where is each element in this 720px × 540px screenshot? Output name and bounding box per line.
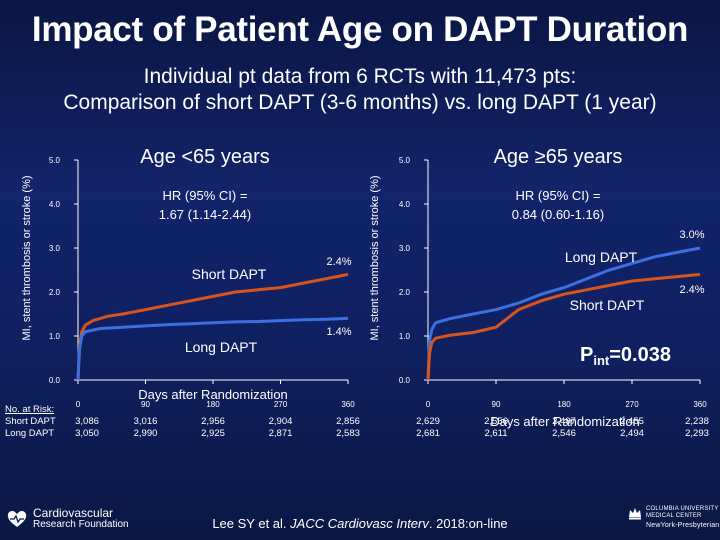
left-short-end-label: 2.4% (326, 256, 351, 268)
at-risk-header: No. at Risk: (5, 404, 55, 415)
p-interaction: Pint=0.038 (580, 344, 671, 368)
left-long-dapt-line (76, 316, 349, 381)
right-x-tick-label: 0 (426, 400, 431, 409)
right-long-dapt-line (426, 246, 701, 381)
right-x-ticks: 0 90 180 270 360 (426, 380, 707, 409)
left-hr-line-1: HR (95% CI) = (163, 188, 248, 203)
left-at-risk-value: 2,856 (336, 416, 360, 427)
columbia-logo-line-2: MEDICAL CENTER (646, 513, 702, 519)
crown-icon (629, 508, 641, 520)
left-at-risk-value: 2,990 (133, 428, 158, 439)
citation-authors: Lee SY et al. (212, 516, 291, 531)
right-at-risk-value: 2,455 (620, 416, 644, 427)
right-y-tick-label: 0.0 (399, 376, 411, 385)
right-panel-title: Age ≥65 years (494, 146, 623, 168)
right-short-dapt-line (426, 272, 701, 381)
left-y-tick-label: 4.0 (49, 200, 61, 209)
right-at-risk-value: 2,629 (416, 416, 440, 427)
left-y-axis-label: MI, stent thrombosis or stroke (%) (21, 175, 33, 340)
left-x-tick-label: 360 (341, 400, 355, 409)
left-hr-line-2: 1.67 (1.14-2.44) (159, 207, 252, 222)
left-x-tick-label: 90 (141, 400, 150, 409)
right-at-risk-value: 2,611 (484, 428, 508, 439)
crf-logo-line-1: Cardiovascular (33, 506, 114, 520)
right-short-dapt-label: Short DAPT (570, 297, 645, 313)
crf-logo-line-2: Research Foundation (33, 519, 129, 530)
left-long-end-label: 1.4% (326, 326, 351, 338)
right-at-risk-value: 2,681 (416, 428, 440, 439)
right-x-tick-label: 180 (557, 400, 571, 409)
p-interaction-p: P (580, 344, 593, 366)
subtitle-line-2: Comparison of short DAPT (3-6 months) vs… (63, 91, 657, 114)
columbia-logo: COLUMBIA UNIVERSITY MEDICAL CENTER NewYo… (628, 506, 719, 529)
right-at-risk-value: 2,293 (685, 428, 709, 439)
slide-title: Impact of Patient Age on DAPT Duration (31, 10, 689, 49)
left-at-risk-value: 2,904 (268, 416, 293, 427)
right-long-dapt-label: Long DAPT (565, 249, 638, 265)
left-x-tick-label: 0 (76, 400, 81, 409)
right-x-tick-label: 270 (625, 400, 639, 409)
right-y-tick-label: 5.0 (399, 156, 411, 165)
right-at-risk-value: 2,494 (620, 428, 644, 439)
right-y-axis-label: MI, stent thrombosis or stroke (%) (369, 175, 381, 340)
at-risk-row-long-label: Long DAPT (5, 428, 55, 439)
left-at-risk-value: 3,016 (133, 416, 158, 427)
p-interaction-sub: int (593, 353, 610, 368)
right-long-end-label: 3.0% (679, 229, 704, 241)
left-x-ticks: 0 90 180 270 360 (76, 380, 355, 409)
columbia-logo-line-3: NewYork-Presbyterian (646, 522, 720, 529)
right-x-tick-label: 360 (693, 400, 707, 409)
right-x-axis-label: Days after Randomization (490, 414, 640, 429)
right-y-tick-label: 1.0 (399, 332, 411, 341)
columbia-logo-line-1: COLUMBIA UNIVERSITY (646, 506, 719, 512)
left-x-axis-label: Days after Randomization (138, 387, 288, 402)
left-panel: MI, stent thrombosis or stroke (%) 0.0 1.… (21, 146, 355, 409)
right-at-risk-value: 2,556 (484, 416, 508, 427)
right-short-end-label: 2.4% (679, 284, 704, 296)
right-x-tick-label: 90 (492, 400, 501, 409)
right-hr-line-2: 0.84 (0.60-1.16) (512, 207, 605, 222)
citation-year: . 2018:on-line (428, 516, 508, 531)
left-at-risk-value: 2,925 (201, 428, 225, 439)
right-y-tick-label: 2.0 (399, 288, 411, 297)
left-y-tick-label: 0.0 (49, 376, 61, 385)
left-at-risk-value: 3,050 (75, 428, 99, 439)
left-y-ticks: 0.0 1.0 2.0 3.0 4.0 5.0 (49, 156, 78, 385)
left-y-tick-label: 1.0 (49, 332, 61, 341)
crf-heart-icon (7, 510, 27, 527)
left-short-dapt-line (76, 272, 349, 381)
left-long-dapt-label: Long DAPT (185, 339, 258, 355)
left-at-risk-value: 2,583 (336, 428, 360, 439)
citation: Lee SY et al. JACC Cardiovasc Interv. 20… (0, 516, 720, 531)
left-y-tick-label: 2.0 (49, 288, 61, 297)
left-x-tick-label: 180 (206, 400, 220, 409)
left-y-tick-label: 3.0 (49, 244, 61, 253)
right-y-tick-label: 3.0 (399, 244, 411, 253)
at-risk-row-short-label: Short DAPT (5, 416, 56, 427)
p-interaction-value: =0.038 (609, 344, 671, 366)
right-hr-line-1: HR (95% CI) = (516, 188, 601, 203)
left-at-risk-value: 2,871 (268, 428, 293, 439)
left-y-tick-label: 5.0 (49, 156, 61, 165)
right-panel: MI, stent thrombosis or stroke (%) 0.0 1.… (369, 146, 707, 429)
crf-logo: Cardiovascular Research Foundation (6, 506, 129, 530)
right-at-risk-value: 2,497 (552, 416, 576, 427)
right-y-tick-label: 4.0 (399, 200, 411, 209)
left-at-risk-value: 2,956 (201, 416, 225, 427)
left-at-risk-value: 3,086 (75, 416, 99, 427)
right-at-risk-value: 2,238 (685, 416, 709, 427)
subtitle-line-1: Individual pt data from 6 RCTs with 11,4… (143, 65, 577, 88)
slide-subtitle: Individual pt data from 6 RCTs with 11,4… (0, 64, 720, 116)
left-short-dapt-label: Short DAPT (192, 266, 267, 282)
right-at-risk-value: 2,546 (552, 428, 576, 439)
left-x-tick-label: 270 (274, 400, 288, 409)
left-panel-title: Age <65 years (140, 146, 270, 168)
right-y-ticks: 0.0 1.0 2.0 3.0 4.0 5.0 (399, 156, 428, 385)
citation-journal: JACC Cardiovasc Interv (290, 516, 429, 531)
